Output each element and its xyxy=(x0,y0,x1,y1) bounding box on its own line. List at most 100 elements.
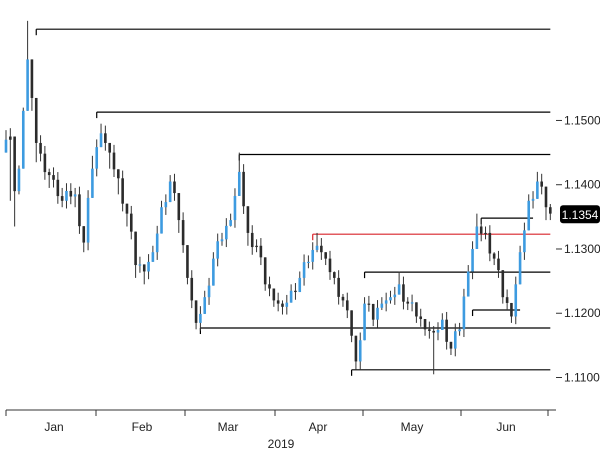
candle-body xyxy=(272,288,276,301)
candle-body xyxy=(160,207,163,234)
candle-body xyxy=(415,302,418,317)
candle xyxy=(78,186,81,234)
candle xyxy=(246,206,250,246)
candle xyxy=(415,302,418,323)
candle xyxy=(527,194,531,231)
candle-body xyxy=(410,302,414,304)
candle-body xyxy=(155,233,159,253)
candle-body xyxy=(108,142,111,153)
candle xyxy=(155,225,159,260)
candle-body xyxy=(393,294,397,298)
candle xyxy=(181,212,185,253)
candle-body xyxy=(168,181,172,203)
x-month-label: Feb xyxy=(132,420,153,434)
candle-body xyxy=(190,277,194,301)
candle-body xyxy=(117,169,120,179)
candle xyxy=(173,173,176,201)
candlesticks xyxy=(4,20,552,375)
candle-body xyxy=(60,196,64,201)
candle-body xyxy=(466,271,470,297)
y-tick-label: 1.1100 xyxy=(564,371,600,385)
candle xyxy=(86,190,90,251)
candle-body xyxy=(337,277,340,297)
x-axis-year-label: 2019 xyxy=(268,437,295,451)
candle xyxy=(281,300,284,315)
candle xyxy=(164,194,168,215)
candle xyxy=(328,250,332,280)
candle xyxy=(345,292,349,319)
candle-body xyxy=(142,264,146,272)
y-tick-label: 1.1400 xyxy=(564,178,600,192)
candle-body xyxy=(138,264,142,266)
candle xyxy=(207,277,211,305)
candle-body xyxy=(17,168,21,192)
candle-body xyxy=(4,139,8,153)
candle xyxy=(91,155,94,198)
candle-body xyxy=(237,171,241,196)
candle xyxy=(333,271,336,285)
candle xyxy=(65,183,68,209)
candle-body xyxy=(134,231,137,266)
candle xyxy=(21,107,25,169)
candle-body xyxy=(229,220,232,226)
candle xyxy=(190,270,194,309)
candle xyxy=(220,232,224,246)
candle-body xyxy=(307,261,310,264)
candle xyxy=(186,245,189,285)
candle xyxy=(203,290,207,314)
candle-body xyxy=(354,335,358,362)
candle xyxy=(488,225,492,262)
candle-body xyxy=(203,297,207,314)
candle-body xyxy=(527,200,531,231)
candle xyxy=(518,245,522,285)
candle-body xyxy=(540,181,543,187)
candle-body xyxy=(216,241,219,259)
candle-body xyxy=(350,310,353,336)
candle-body xyxy=(39,142,42,154)
candle-body xyxy=(104,133,107,143)
candle-body xyxy=(320,245,323,253)
candle-body xyxy=(276,300,280,304)
candle-body xyxy=(177,193,181,221)
candle-body xyxy=(73,194,77,197)
candle-body xyxy=(510,302,513,317)
candle xyxy=(320,238,323,260)
candle-body xyxy=(549,207,552,214)
candle xyxy=(194,300,198,330)
candle-body xyxy=(125,203,129,214)
candle xyxy=(43,145,47,180)
candle xyxy=(177,193,181,233)
candle xyxy=(147,254,150,280)
candle-body xyxy=(358,340,362,362)
candle-body xyxy=(419,316,423,320)
candle xyxy=(406,297,410,311)
candle xyxy=(337,270,340,305)
candle xyxy=(250,225,254,255)
candle xyxy=(99,123,103,148)
candle xyxy=(298,271,302,293)
candle xyxy=(39,135,42,162)
candle xyxy=(341,293,345,307)
candle xyxy=(276,292,280,312)
candle-body xyxy=(544,186,548,208)
candle xyxy=(259,238,263,266)
candle xyxy=(311,242,315,270)
candle xyxy=(272,288,276,307)
candle-body xyxy=(207,285,211,298)
candle-body xyxy=(212,258,215,286)
candle-body xyxy=(449,341,453,349)
candle xyxy=(242,164,245,214)
candle xyxy=(129,205,133,240)
candle xyxy=(501,270,505,304)
current-price-tag: 1.1354 xyxy=(560,205,600,224)
candle-body xyxy=(488,232,492,254)
candle-body xyxy=(181,220,185,246)
candle xyxy=(510,302,513,323)
candle xyxy=(13,136,16,227)
candle xyxy=(540,173,543,195)
candle-body xyxy=(423,319,427,330)
candle-body xyxy=(26,59,29,111)
candle xyxy=(168,175,172,203)
candle-body xyxy=(255,245,258,248)
candle xyxy=(233,188,237,228)
